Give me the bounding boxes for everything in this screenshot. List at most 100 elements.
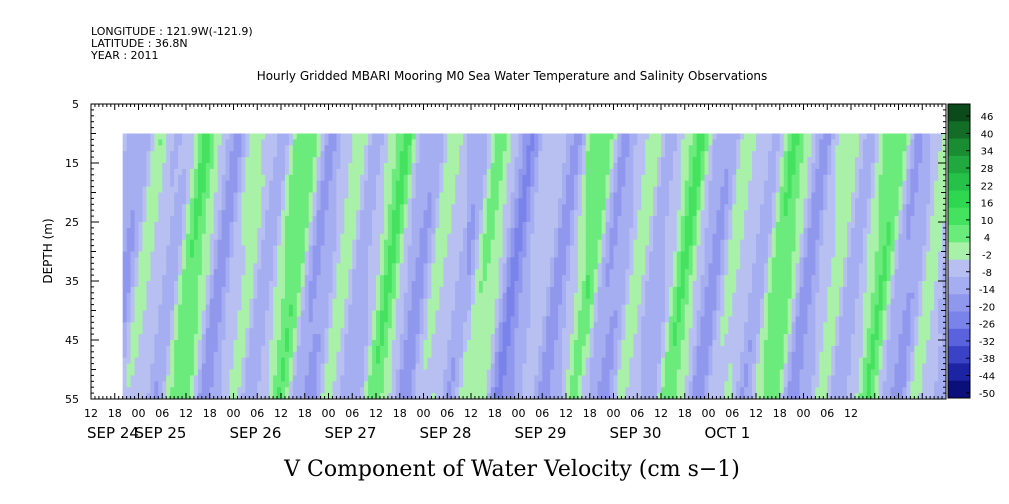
heatmap-cell [498,310,504,317]
heatmap-cell [526,369,531,376]
heatmap-cell [490,322,496,329]
heatmap-cell [534,210,539,217]
heatmap-cell [383,269,389,276]
heatmap-cell [411,204,416,211]
heatmap-cell [482,263,488,270]
heatmap-cell [186,310,191,317]
heatmap-cell [463,310,468,317]
heatmap-cell [498,369,504,376]
heatmap-cell [130,369,135,376]
heatmap-cell [514,304,519,311]
heatmap-cell [205,145,211,152]
heatmap-cell [257,216,262,223]
heatmap-cell [332,316,337,323]
heatmap-cell [395,245,401,252]
heatmap-cell [126,157,131,164]
heatmap-cell [459,204,464,211]
heatmap-cell [158,192,163,199]
heatmap-cell [249,168,254,176]
heatmap-cell [518,351,523,359]
heatmap-cell [368,363,373,370]
heatmap-cell [447,357,452,364]
heatmap-cell [439,340,444,347]
heatmap-cell [403,393,409,400]
heatmap-cell [134,275,139,282]
heatmap-cell [134,345,139,353]
heatmap-cell [538,345,543,353]
heatmap-cell [542,198,547,205]
heatmap-cell [502,375,508,382]
heatmap-cell [126,180,131,187]
heatmap-cell [391,263,397,270]
heatmap-cell [189,363,195,370]
heatmap-cell [490,210,496,217]
heatmap-cell [130,233,135,241]
heatmap-cell [387,222,393,229]
heatmap-cell [431,163,436,170]
heatmap-cell [300,186,306,193]
heatmap-cell [550,304,555,311]
heatmap-cell [166,263,171,270]
heatmap-cell [364,322,369,329]
heatmap-cell [451,328,456,335]
heatmap-cell [284,316,290,323]
heatmap-cell [455,139,460,146]
heatmap-cell [138,139,143,146]
heatmap-cell [554,269,559,276]
heatmap-cell [471,257,476,264]
heatmap-cell [486,304,492,311]
heatmap-cell [518,168,523,176]
heatmap-cell [558,251,563,258]
heatmap-cell [201,145,207,152]
heatmap-cell [273,351,278,359]
heatmap-cell [316,216,321,223]
heatmap-cell [193,204,199,211]
heatmap-cell [249,345,254,353]
heatmap-cell [241,351,246,359]
heatmap-cell [257,387,262,394]
heatmap-cell [490,186,496,193]
heatmap-cell [356,263,361,270]
heatmap-cell [245,292,250,300]
heatmap-cell [320,310,325,317]
heatmap-cell [138,145,143,152]
heatmap-cell [364,257,369,264]
heatmap-cell [316,381,321,388]
heatmap-cell [387,245,393,252]
heatmap-cell [439,345,444,353]
heatmap-cell [281,174,286,182]
heatmap-cell [324,145,329,152]
heatmap-cell [292,157,298,164]
heatmap-cell [296,275,302,282]
heatmap-cell [154,133,159,140]
heatmap-cell [427,133,432,140]
heatmap-cell [455,180,460,187]
heatmap-cell [411,157,416,164]
heatmap-cell [546,210,551,217]
heatmap-cell [225,168,230,176]
heatmap-cell [201,222,207,229]
heatmap-cell [253,163,258,170]
heatmap-cell [221,257,226,264]
heatmap-cell [419,263,424,270]
heatmap-cell [281,204,286,211]
heatmap-cell [182,322,187,329]
heatmap-cell [269,322,274,329]
heatmap-cell [146,340,151,347]
heatmap-cell [284,151,290,158]
heatmap-cell [205,357,211,364]
heatmap-cell [209,245,215,252]
heatmap-cell [205,328,211,335]
heatmap-cell [372,133,377,140]
heatmap-cell [435,168,440,176]
heatmap-cell [261,381,266,388]
heatmap-cell [538,163,543,170]
heatmap-cell [197,180,203,187]
heatmap-cell [558,198,563,205]
heatmap-cell [482,381,488,388]
heatmap-cell [122,251,128,258]
heatmap-cell [431,233,436,241]
heatmap-cell [217,157,223,164]
heatmap-cell [379,139,385,146]
heatmap-cell [221,174,226,182]
